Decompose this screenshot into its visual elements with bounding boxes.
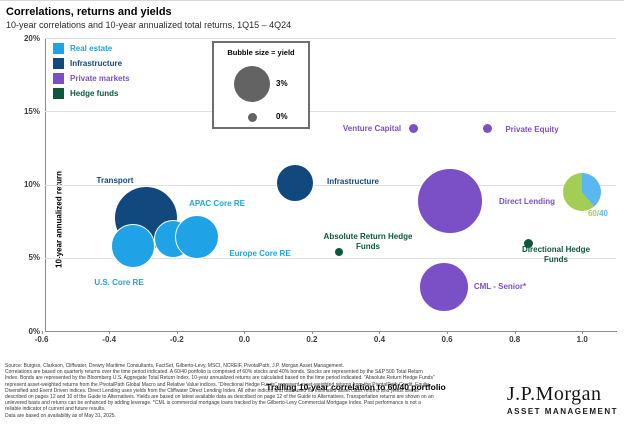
label-u-s-core-re: U.S. Core RE — [94, 278, 144, 287]
footnote-line: reliable indicator of current and future… — [5, 406, 106, 413]
pie-60-40 — [563, 172, 602, 211]
bubble-absolute-return-hedge-funds — [334, 247, 343, 256]
y-tick-label: 20% — [23, 33, 40, 43]
x-tick-label: -0.2 — [169, 335, 184, 344]
label-absolute-return-hedge-funds: Absolute Return Hedge Funds — [323, 232, 413, 251]
label-venture-capital: Venture Capital — [342, 124, 402, 133]
legend-item-private-markets: Private markets — [53, 71, 130, 86]
x-tick-label: -0.6 — [34, 335, 49, 344]
x-tick-label: 1.0 — [576, 335, 588, 344]
y-tick-label: 5% — [28, 253, 40, 263]
legend-swatch-icon — [53, 43, 64, 54]
x-tick-mark — [447, 331, 449, 334]
bubble-infrastructure — [276, 164, 315, 203]
label-europe-core-re: Europe Core RE — [229, 249, 291, 258]
label-part: 40 — [599, 209, 609, 218]
footnote-line: represent asset-weighted returns from th… — [5, 381, 430, 388]
legend-item-hedge-funds: Hedge funds — [53, 86, 130, 101]
small-bubble-icon — [248, 113, 257, 122]
jpmorgan-logo: J.P.Morgan ASSET MANAGEMENT — [507, 383, 618, 416]
series-legend: Real estate Infrastructure Private markets… — [53, 41, 130, 101]
legend-item-label: Real estate — [70, 44, 113, 53]
x-tick-label: 0.4 — [373, 335, 386, 344]
jpmorgan-wordmark: J.P.Morgan — [506, 383, 602, 405]
legend-swatch-icon — [53, 58, 64, 69]
legend-item-label: Hedge funds — [70, 89, 119, 98]
asset-management-label: ASSET MANAGEMENT — [506, 407, 618, 416]
legend-item-label: Infrastructure — [70, 59, 123, 68]
x-tick-mark — [311, 331, 313, 334]
gridline-5% — [45, 257, 616, 259]
label-transport: Transport — [96, 176, 134, 185]
x-tick-label: 0.0 — [238, 335, 250, 344]
gridline-20% — [45, 38, 616, 39]
x-tick-label: 0.8 — [509, 335, 521, 344]
x-tick-mark — [514, 331, 516, 334]
x-tick-mark — [244, 331, 246, 334]
label-apac-core-re: APAC Core RE — [189, 199, 245, 208]
bubble-europe-core-re — [175, 215, 220, 260]
y-axis-title: 10-year annualized return — [54, 171, 64, 268]
page-subtitle: 10-year correlations and 10-year annuali… — [6, 20, 292, 30]
bubble-venture-capital — [408, 124, 418, 134]
legend-item-real-estate: Real estate — [53, 41, 130, 56]
bubble-cml-senior — [418, 262, 469, 313]
bubble-direct-lending — [417, 167, 484, 234]
x-tick-mark — [176, 331, 178, 334]
size-legend-small-value: 0% — [276, 112, 288, 121]
x-tick-label: -0.4 — [102, 335, 117, 344]
legend-item-infrastructure: Infrastructure — [53, 56, 130, 71]
gridline-10% — [45, 184, 616, 186]
footnote-line: Data are based on availability as of May… — [5, 412, 116, 419]
y-tick-label: 10% — [23, 180, 40, 189]
label-direct-lending: Direct Lending — [498, 197, 556, 206]
big-bubble-icon — [234, 66, 270, 102]
legend-swatch-icon — [53, 73, 64, 84]
footnote-line: described on pages 12 and 10 of the Guid… — [5, 394, 434, 401]
label-part: 60/ — [587, 209, 600, 218]
footnote-line: Index. Bonds are represented by the Bloo… — [5, 375, 435, 382]
legend-swatch-icon — [53, 88, 64, 99]
footnote-line: Diversified and Event Driven indices. Di… — [5, 387, 419, 394]
footnote-line: unlevered basis and returns can be enhan… — [5, 400, 421, 407]
y-tick-label: 15% — [23, 106, 40, 116]
label-infrastructure: Infrastructure — [326, 177, 380, 186]
footnote-line: Correlations are based on quarterly retu… — [5, 369, 423, 376]
gridline-15% — [45, 111, 616, 113]
label-private-equity: Private Equity — [505, 125, 559, 134]
x-axis-title: Trailing 10-year correlation to 60/40 po… — [266, 382, 446, 392]
source-footnote: Source: Burgiss, Clarkson, Cliffwater, D… — [5, 363, 495, 419]
legend-item-label: Private markets — [70, 74, 130, 83]
label-60-40: 60/40 — [588, 209, 608, 219]
footnote-line: Source: Burgiss, Clarkson, Cliffwater, D… — [5, 363, 345, 369]
x-tick-label: 0.2 — [306, 335, 318, 344]
bubble-size-legend: Bubble size = yield 3% 0% — [212, 41, 310, 129]
x-tick-mark — [582, 331, 584, 334]
label-cml-senior: CML - Senior* — [473, 282, 527, 291]
y-tick-label: 0% — [28, 326, 40, 336]
size-legend-title: Bubble size = yield — [227, 48, 295, 57]
bubble-u-s-core-re — [110, 224, 155, 269]
size-legend-big-value: 3% — [276, 79, 288, 88]
bubble-private-equity — [483, 124, 493, 134]
page-title: Correlations, returns and yields — [6, 6, 172, 18]
x-tick-mark — [379, 331, 381, 334]
label-directional-hedge-funds: Directional Hedge Funds — [522, 245, 591, 264]
x-tick-mark — [109, 331, 111, 334]
bubble-directional-hedge-funds — [523, 238, 533, 248]
x-tick-label: 0.6 — [441, 335, 453, 344]
x-tick-mark — [41, 331, 43, 334]
